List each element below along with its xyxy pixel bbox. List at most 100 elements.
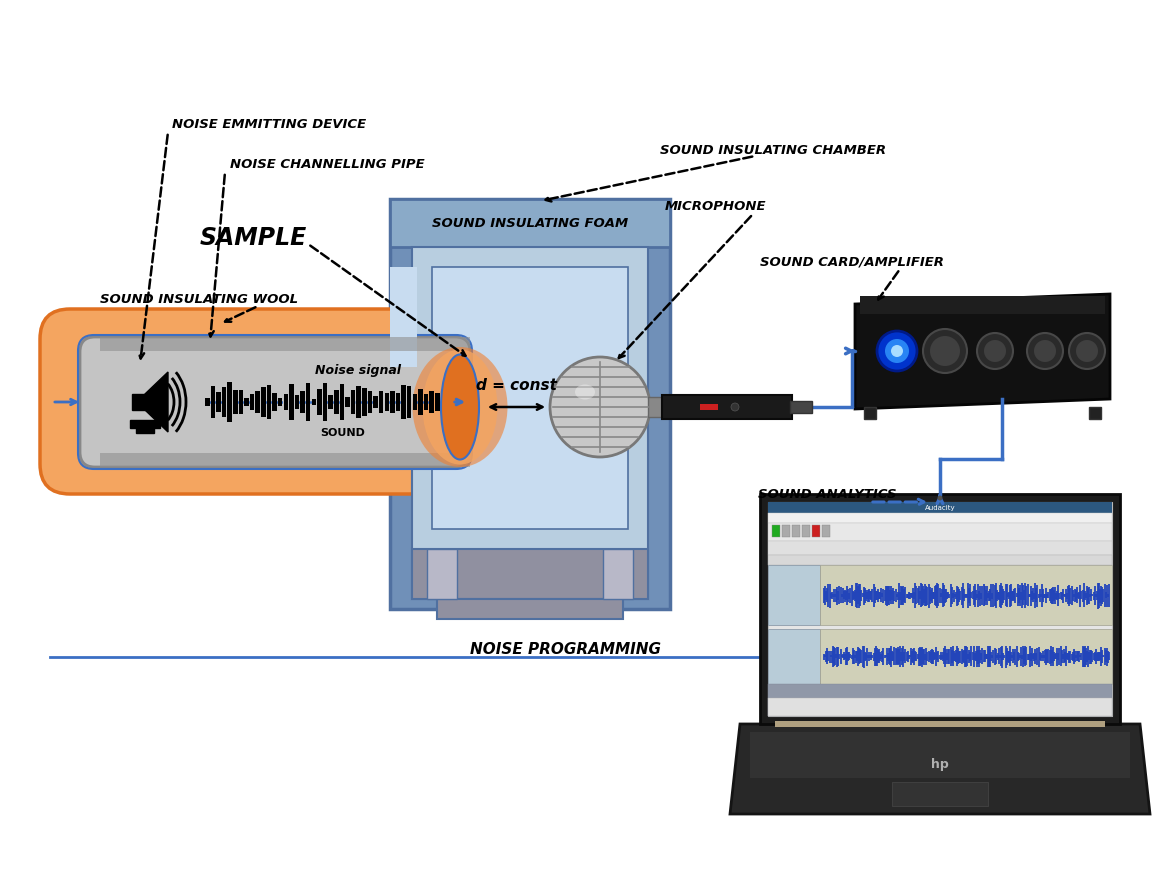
Bar xyxy=(890,587,892,604)
Bar xyxy=(874,648,875,666)
Bar xyxy=(1094,652,1095,661)
Bar xyxy=(893,652,894,661)
Bar xyxy=(395,393,400,411)
Bar xyxy=(1060,592,1061,600)
Bar xyxy=(897,649,900,664)
Bar xyxy=(1059,648,1060,666)
Bar xyxy=(390,200,670,247)
Bar xyxy=(283,395,288,410)
Bar xyxy=(940,652,942,660)
Bar xyxy=(1071,587,1073,605)
Bar xyxy=(839,587,840,604)
Bar xyxy=(648,397,663,417)
Bar xyxy=(861,646,863,667)
Bar xyxy=(980,653,983,660)
Bar xyxy=(883,590,886,601)
Bar xyxy=(935,585,937,606)
Bar xyxy=(838,591,839,600)
Text: d = const: d = const xyxy=(476,378,557,393)
Bar xyxy=(941,589,943,603)
Bar xyxy=(951,588,952,604)
Bar xyxy=(878,589,879,602)
Bar xyxy=(914,652,916,661)
Bar xyxy=(239,391,243,414)
Bar xyxy=(922,649,924,664)
Bar xyxy=(1078,594,1079,598)
Bar xyxy=(1025,646,1026,667)
Bar xyxy=(831,652,833,663)
Bar xyxy=(1045,588,1047,603)
Bar xyxy=(1053,590,1055,602)
Bar xyxy=(1061,650,1062,663)
Bar xyxy=(929,588,930,604)
Bar xyxy=(1065,646,1067,667)
Bar xyxy=(1011,591,1013,601)
Bar xyxy=(945,649,948,664)
Bar xyxy=(828,652,831,663)
Bar xyxy=(1004,655,1005,659)
Bar xyxy=(944,589,947,603)
Bar xyxy=(937,652,940,662)
Bar xyxy=(1099,652,1100,661)
Bar xyxy=(951,646,954,667)
Bar xyxy=(858,647,859,667)
Bar xyxy=(955,592,957,599)
Bar xyxy=(390,391,394,414)
Bar xyxy=(227,383,232,422)
Bar xyxy=(991,655,993,658)
Bar xyxy=(413,395,417,410)
Bar xyxy=(1059,594,1060,599)
Bar xyxy=(837,647,838,667)
Bar xyxy=(873,584,874,607)
Bar xyxy=(768,541,1112,555)
Bar xyxy=(1018,588,1020,603)
Bar xyxy=(947,653,948,660)
Bar xyxy=(991,594,993,599)
Bar xyxy=(894,647,895,666)
Bar xyxy=(1047,592,1049,599)
Bar xyxy=(896,592,899,600)
Bar xyxy=(1097,652,1099,661)
Text: Noise signal: Noise signal xyxy=(315,364,400,377)
Bar xyxy=(924,584,927,607)
Bar xyxy=(1090,650,1093,664)
Bar xyxy=(845,648,847,666)
Bar xyxy=(1069,652,1072,663)
Ellipse shape xyxy=(441,355,479,460)
Bar xyxy=(1108,584,1110,607)
Text: SOUND INSULATING FOAM: SOUND INSULATING FOAM xyxy=(432,217,628,231)
Bar xyxy=(954,653,956,661)
Bar xyxy=(1019,655,1021,659)
Bar xyxy=(951,650,952,663)
Circle shape xyxy=(1076,340,1097,362)
Bar xyxy=(920,583,922,608)
Bar xyxy=(1092,652,1094,662)
Bar xyxy=(936,583,938,609)
Bar xyxy=(261,388,266,417)
Circle shape xyxy=(885,339,909,364)
Bar xyxy=(914,583,916,608)
Bar xyxy=(983,584,985,607)
Text: SOUND INSULATING CHAMBER: SOUND INSULATING CHAMBER xyxy=(660,143,886,156)
Bar xyxy=(965,595,966,598)
Bar xyxy=(869,655,872,659)
Bar xyxy=(1028,595,1031,597)
Bar xyxy=(1049,646,1052,667)
Bar xyxy=(1051,650,1053,663)
Bar xyxy=(1062,589,1064,602)
Bar xyxy=(1018,653,1020,660)
Bar xyxy=(987,591,990,601)
Bar xyxy=(975,652,977,661)
Bar xyxy=(881,594,883,597)
Bar xyxy=(1021,583,1023,609)
Bar xyxy=(1038,647,1040,667)
Bar xyxy=(844,654,846,660)
Bar xyxy=(1002,646,1003,668)
Bar xyxy=(1072,590,1074,602)
Bar xyxy=(1074,652,1076,663)
Bar xyxy=(941,655,943,659)
Bar xyxy=(910,648,911,666)
Bar xyxy=(1106,648,1108,666)
Bar xyxy=(782,525,790,538)
Bar xyxy=(957,648,959,665)
